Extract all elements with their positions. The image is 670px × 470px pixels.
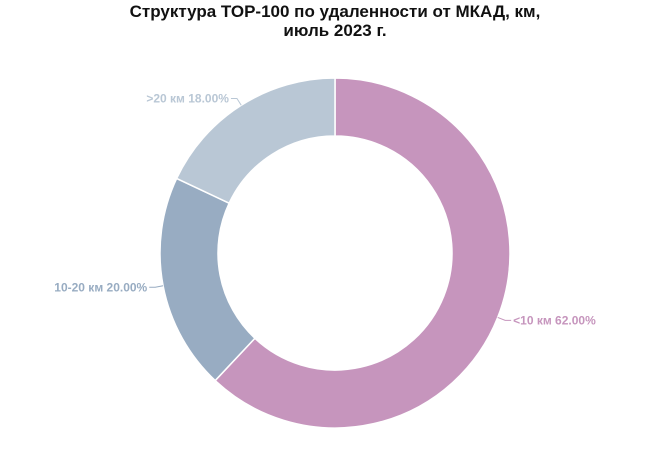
slice-1 (159, 177, 256, 382)
leader-line-0 (497, 316, 512, 321)
leader-line-1 (149, 285, 164, 288)
leader-line-2 (230, 97, 242, 106)
chart-title: Структура ТОР-100 по удаленности от МКАД… (0, 2, 670, 40)
data-label-2: >20 км 18.00% (146, 91, 229, 105)
data-label-0: <10 км 62.00% (513, 313, 596, 327)
chart-title-line-1: Структура ТОР-100 по удаленности от МКАД… (129, 2, 541, 21)
slice-2 (175, 77, 336, 205)
chart-title-line-2: июль 2023 г. (283, 21, 387, 40)
slice-0 (214, 77, 511, 429)
data-label-1: 10-20 км 20.00% (54, 280, 147, 294)
